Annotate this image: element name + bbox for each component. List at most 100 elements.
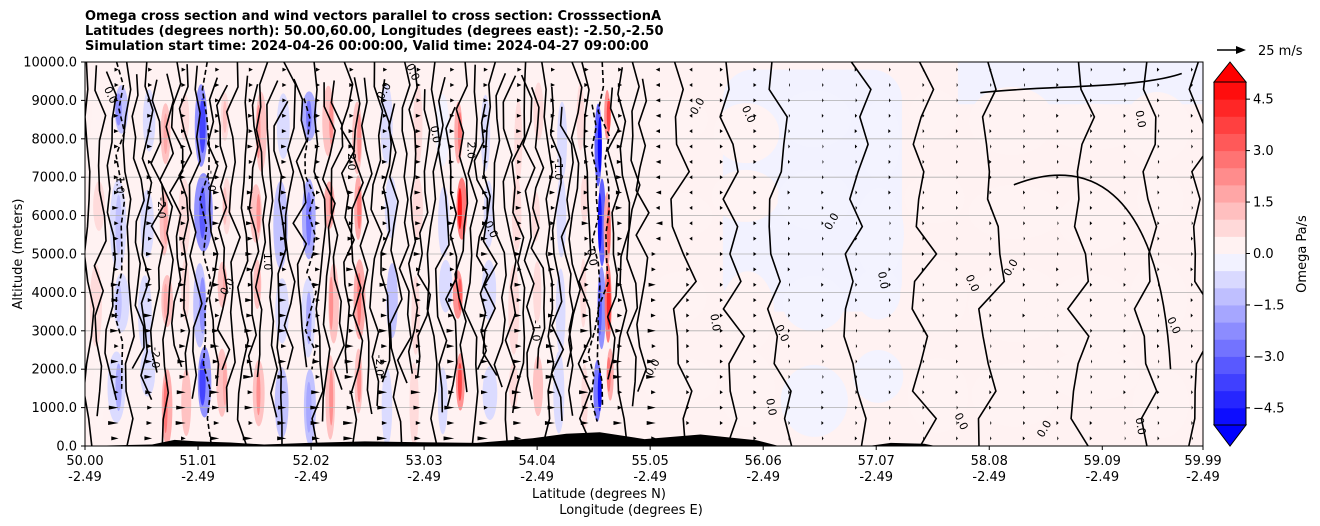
wind-vector: [480, 328, 488, 333]
wind-vector: [512, 405, 522, 410]
wind-vector: [310, 420, 321, 425]
contour-positive: [340, 62, 356, 374]
contour-positive: [225, 62, 241, 413]
wind-vector: [480, 359, 488, 364]
wind-vector: [110, 282, 119, 287]
wind-vector: [854, 129, 858, 134]
wind-vector: [1191, 359, 1193, 364]
wind-vector: [449, 267, 455, 272]
contour-label: -1.0: [530, 320, 543, 341]
wind-vector: [1123, 113, 1126, 118]
wind-vector: [854, 144, 858, 149]
wind-vector: [175, 420, 186, 425]
wind-vector: [956, 374, 958, 379]
wind-vector: [650, 313, 656, 318]
wind-vector: [80, 360, 85, 364]
wind-vector: [144, 374, 153, 379]
wind-vector: [1191, 205, 1193, 210]
wind-vector: [855, 420, 858, 425]
wind-vector: [1191, 282, 1193, 287]
wind-vector: [381, 190, 388, 195]
colorbar-level: [1214, 270, 1246, 289]
wind-vector: [482, 221, 488, 226]
y-tick-label: 5000.0: [32, 248, 78, 263]
colorbar-level: [1214, 116, 1246, 134]
contour-positive: [520, 74, 536, 400]
contour-label: 1.0: [113, 176, 126, 194]
wind-vector: [1057, 159, 1059, 164]
wind-vector: [146, 252, 153, 256]
contour-label: 1.0: [261, 253, 274, 271]
wind-vector: [113, 236, 119, 241]
wind-vector: [113, 175, 119, 180]
wind-vector: [1157, 298, 1160, 303]
wind-vector: [146, 221, 153, 226]
wind-vector: [113, 390, 119, 395]
wind-vector: [348, 328, 354, 333]
wind-vector: [415, 420, 421, 425]
wind-vector: [655, 175, 661, 180]
wind-vector: [655, 159, 661, 164]
wind-vector: [1124, 98, 1126, 103]
wind-vector: [349, 390, 354, 395]
wind-vector: [822, 298, 824, 303]
wind-vector: [483, 83, 488, 88]
wind-vector: [147, 98, 153, 103]
wind-vector: [446, 328, 455, 333]
wind-vector: [111, 436, 119, 441]
wind-vector: [1089, 221, 1093, 226]
wind-vector: [380, 359, 388, 364]
wind-vector: [888, 175, 891, 180]
wind-vector: [1157, 83, 1160, 88]
wind-vector: [613, 420, 623, 425]
wind-vector: [753, 390, 757, 395]
wind-vector: [1124, 205, 1126, 210]
x-tick-label-lat: 53.03: [405, 454, 442, 469]
x-tick-label-lat: 58.08: [971, 454, 1008, 469]
contour-positive: [369, 62, 384, 406]
wind-vector: [655, 205, 660, 210]
wind-vector: [517, 159, 522, 164]
wind-vector: [889, 67, 891, 72]
wind-vector: [214, 205, 220, 210]
wind-vector: [1056, 175, 1059, 180]
wind-vector: [315, 267, 321, 272]
x-tick-label-lon: -2.49: [294, 470, 328, 485]
wind-vector: [821, 221, 824, 226]
wind-vector: [180, 129, 186, 134]
contour-label: 0.0: [584, 247, 600, 266]
wind-vector: [547, 359, 556, 364]
contour-zero: [1188, 62, 1203, 446]
wind-vector: [479, 420, 488, 425]
wind-vector: [108, 420, 119, 425]
contour-positive: [407, 65, 419, 374]
wind-vector: [655, 144, 661, 149]
wind-vector: [1124, 313, 1126, 318]
omega-cell: [909, 259, 968, 334]
x-tick-label-lat: 56.06: [745, 454, 782, 469]
wind-vector: [315, 298, 321, 303]
wind-vector: [888, 267, 891, 272]
wind-vector: [349, 159, 354, 164]
wind-vector: [753, 359, 757, 364]
wind-vector: [281, 190, 287, 195]
wind-vector: [1090, 267, 1093, 272]
wind-vector: [719, 328, 723, 333]
wind-vector: [179, 236, 186, 241]
wind-vector: [343, 420, 354, 425]
wind-vector: [719, 144, 723, 149]
wind-vector: [550, 98, 556, 103]
wind-vector: [990, 236, 992, 241]
contour-label: -1.0: [552, 159, 565, 180]
omega-cell: [140, 348, 156, 397]
colorbar-tick-label: 4.5: [1253, 93, 1274, 108]
wind-vector: [416, 83, 421, 88]
omega-cell: [1057, 192, 1131, 251]
wind-vector: [1124, 159, 1126, 164]
wind-vector: [344, 359, 354, 364]
contour-positive: [321, 82, 337, 422]
wind-vector: [822, 175, 824, 180]
wind-vector: [889, 83, 891, 88]
wind-vector: [147, 129, 153, 134]
wind-vector: [349, 67, 354, 72]
